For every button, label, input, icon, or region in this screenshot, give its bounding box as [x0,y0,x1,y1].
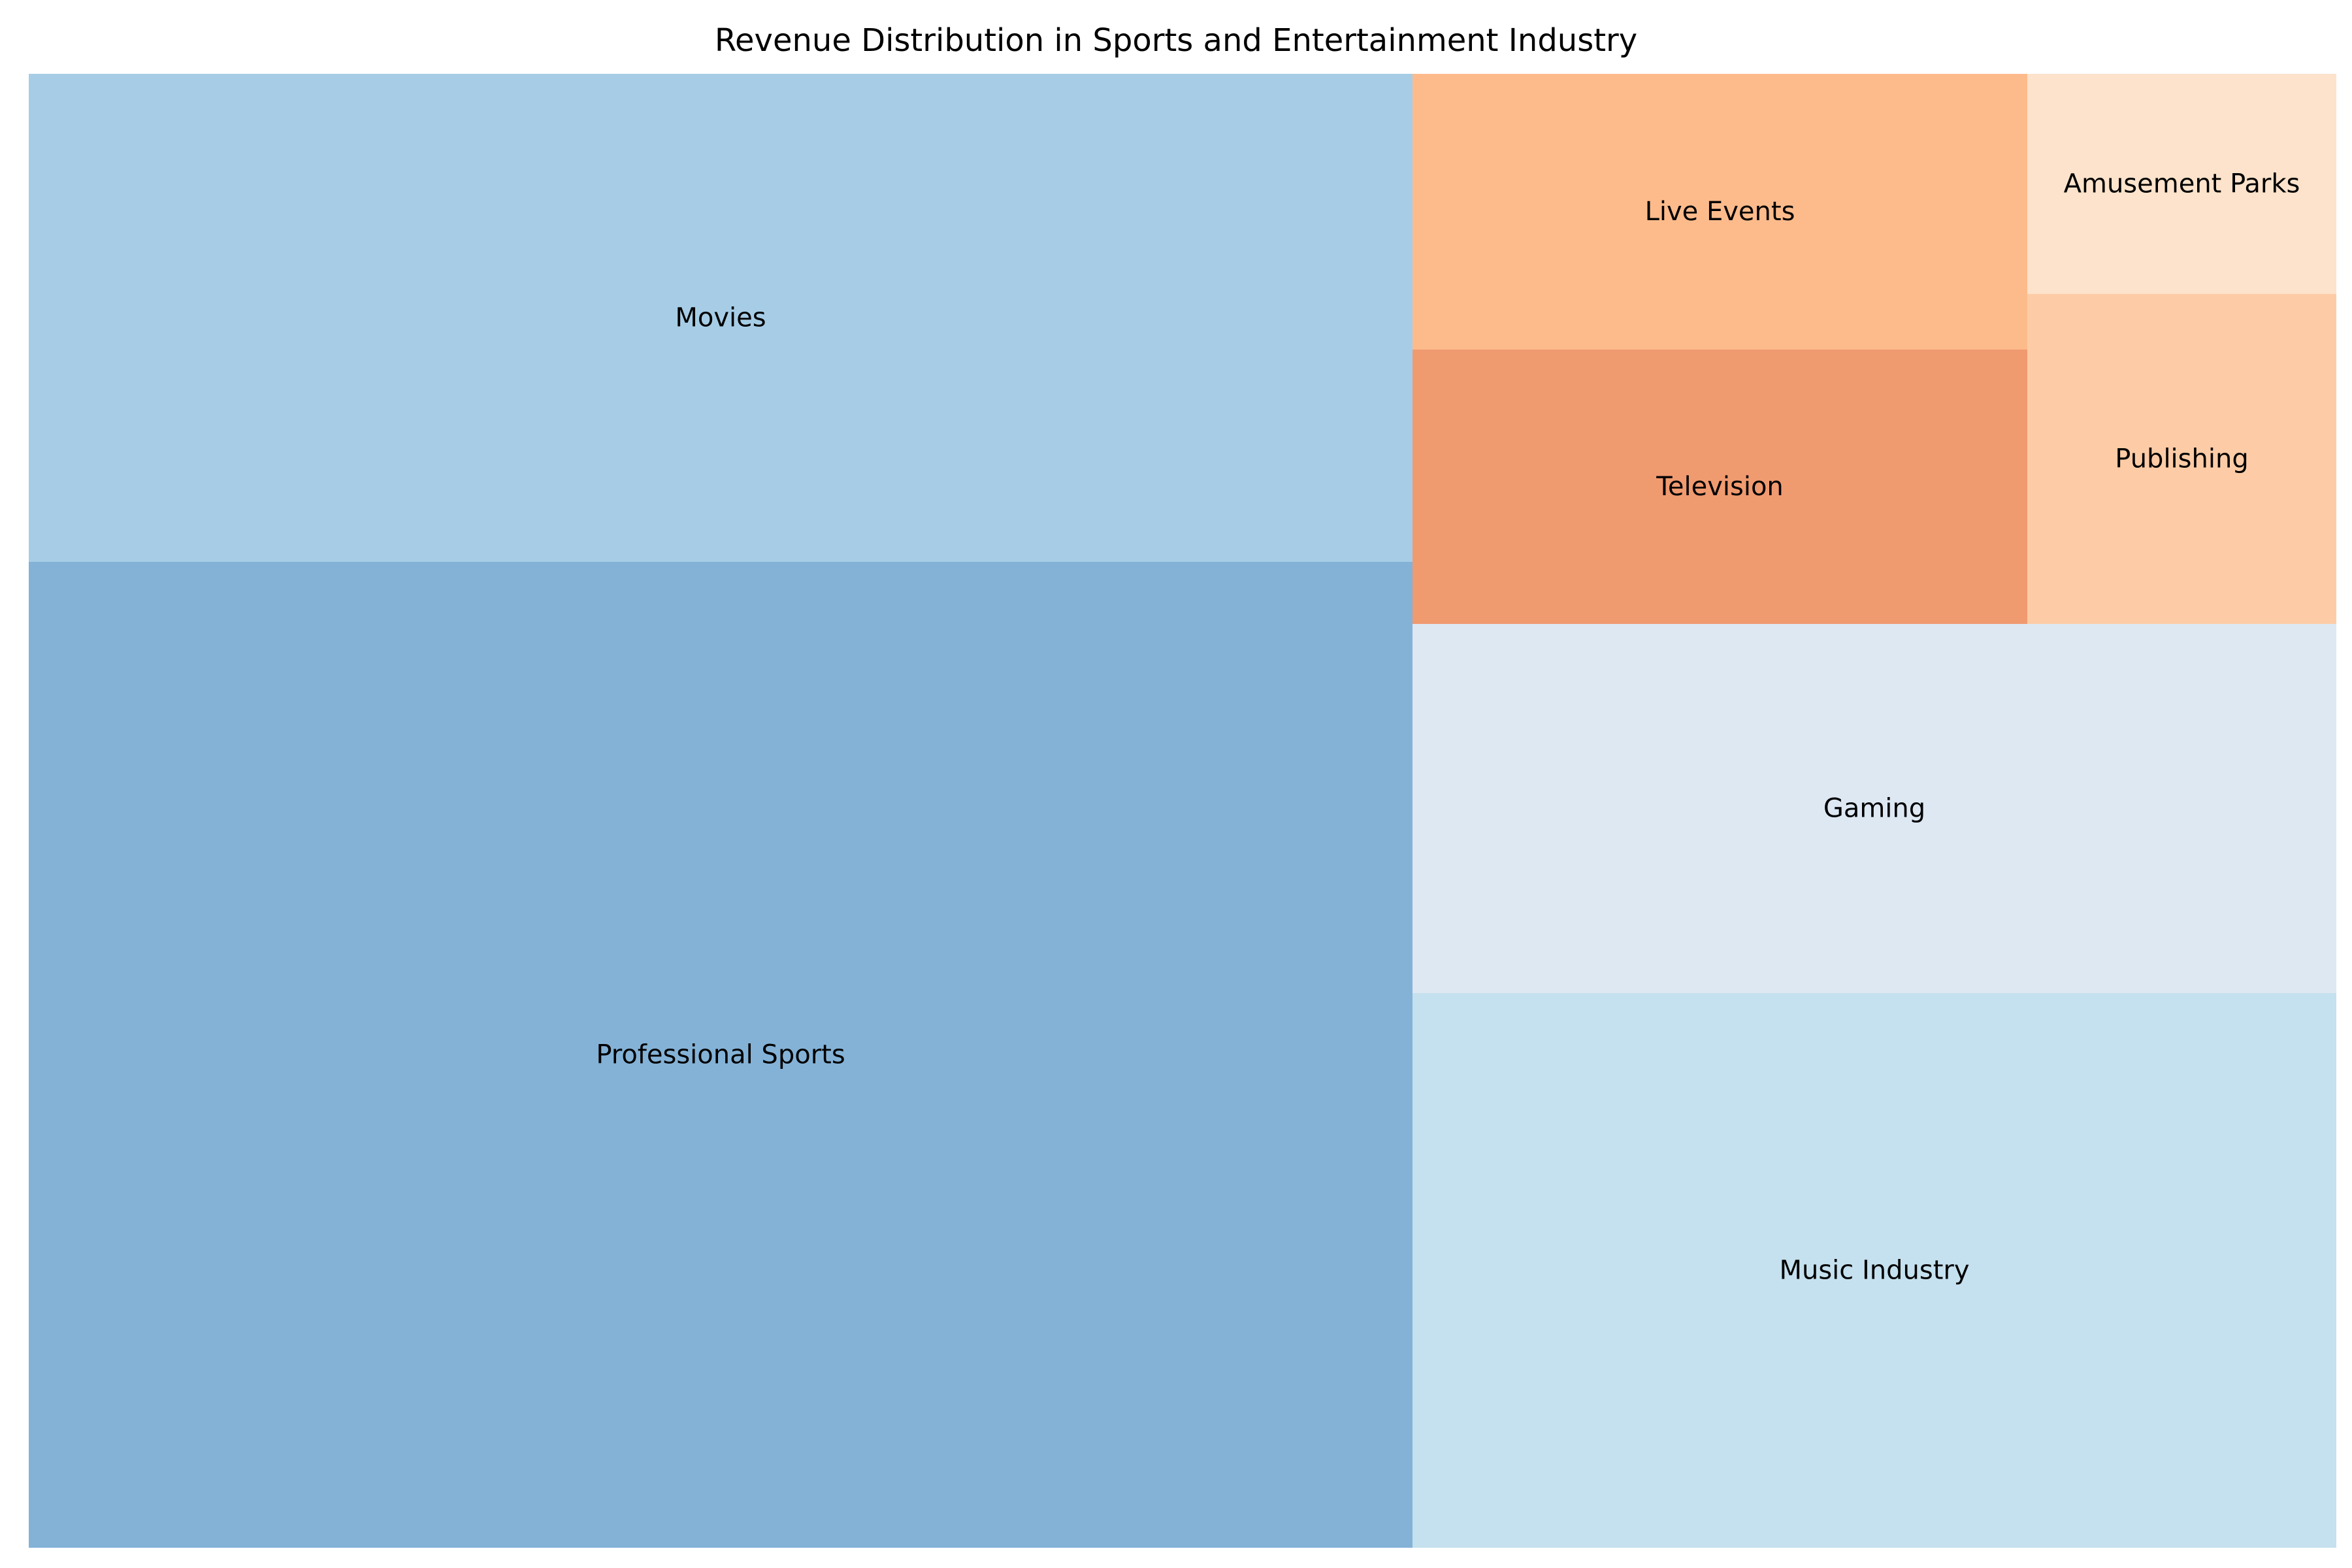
tile-label-publishing: Publishing [2115,444,2248,474]
tile-rect-publishing [2027,294,2336,624]
tile-rect-amusement-parks [2027,74,2336,294]
tile-rect-music-industry [1413,993,2336,1548]
tile-rect-professional-sports [29,562,1413,1548]
tile-label-amusement-parks: Amusement Parks [2064,169,2300,199]
tile-publishing: Publishing [2027,294,2336,624]
tile-movies: Movies [29,74,1413,562]
tile-rect-gaming [1413,624,2336,993]
tile-gaming: Gaming [1413,624,2336,993]
tile-label-professional-sports: Professional Sports [596,1040,845,1070]
tile-label-music-industry: Music Industry [1779,1256,1969,1286]
tile-professional-sports: Professional Sports [29,562,1413,1548]
tile-rect-television [1413,350,2027,624]
tile-music-industry: Music Industry [1413,993,2336,1548]
tile-label-movies: Movies [675,303,766,333]
chart-title: Revenue Distribution in Sports and Enter… [714,22,1638,59]
tile-amusement-parks: Amusement Parks [2027,74,2336,294]
tile-rect-movies [29,74,1413,562]
tile-label-live-events: Live Events [1645,197,1795,227]
tile-television: Television [1413,350,2027,624]
tile-live-events: Live Events [1413,74,2027,350]
tile-label-gaming: Gaming [1823,794,1925,824]
tile-label-television: Television [1656,472,1784,502]
tile-rect-live-events [1413,74,2027,350]
